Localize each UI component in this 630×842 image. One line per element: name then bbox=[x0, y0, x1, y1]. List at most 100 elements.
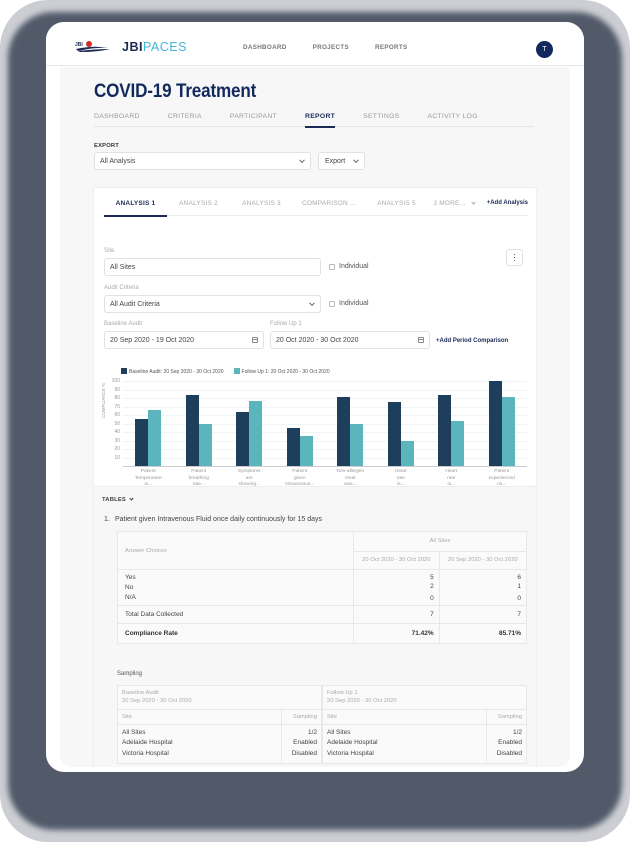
topnav-reports-link[interactable]: REPORTS bbox=[374, 44, 408, 51]
bar-followup[interactable] bbox=[148, 409, 162, 466]
followup-date-input[interactable]: 20 Oct 2020 - 30 Oct 2020 bbox=[270, 331, 430, 349]
site-individual-checkbox[interactable]: Individual bbox=[329, 263, 369, 270]
tab-participant[interactable]: PARTICIPANT bbox=[229, 113, 277, 120]
sampling-table-baseline: Baseline Audit 20 Sep 2020 - 30 Oct 2020… bbox=[117, 685, 322, 764]
tables-toggle[interactable]: TABLES bbox=[102, 496, 134, 503]
tab-activity-log[interactable]: ACTIVITY LOG bbox=[427, 113, 478, 120]
y-tick-label: 10 bbox=[114, 454, 120, 461]
add-analysis-button[interactable]: +Add Analysis bbox=[486, 200, 528, 206]
add-period-comparison-button[interactable]: +Add Period Comparison bbox=[436, 338, 509, 344]
tab-criteria[interactable]: CRITERIA bbox=[167, 113, 202, 120]
cell-value: 1 bbox=[438, 581, 527, 591]
table-row: No 2 1 bbox=[118, 581, 527, 591]
tab-analysis-3[interactable]: ANALYSIS 3 bbox=[242, 200, 281, 207]
table-row: Adelaide Hospital Enabled bbox=[323, 737, 527, 748]
bar-baseline[interactable] bbox=[286, 427, 300, 466]
bar-group bbox=[387, 381, 414, 466]
bar-baseline[interactable] bbox=[438, 395, 452, 466]
tab-more[interactable]: 3 MORE... bbox=[428, 200, 480, 216]
sampling-label: Sampling bbox=[117, 671, 143, 677]
more-options-button[interactable] bbox=[506, 249, 523, 266]
bar-group bbox=[185, 381, 212, 466]
jbi-logo-icon[interactable]: JBI bbox=[74, 39, 114, 53]
topnav-dashboard-link[interactable]: DASHBOARD bbox=[243, 44, 287, 51]
bar-baseline[interactable] bbox=[337, 397, 351, 466]
bar-baseline[interactable] bbox=[488, 381, 502, 466]
project-tabs: DASHBOARD CRITERIA PARTICIPANT REPORT SE… bbox=[94, 113, 534, 128]
bar-followup[interactable] bbox=[299, 436, 313, 466]
cell-value: 0 bbox=[353, 591, 440, 606]
followup-label: Follow Up 1 bbox=[270, 321, 302, 327]
y-tick-label: 90 bbox=[114, 386, 120, 393]
bar-followup[interactable] bbox=[400, 441, 414, 466]
user-avatar[interactable]: T bbox=[536, 41, 553, 58]
calendar-icon[interactable] bbox=[418, 337, 424, 343]
x-tick-label: Patient experienced no... bbox=[488, 469, 515, 487]
tab-analysis-1[interactable]: ANALYSIS 1 bbox=[104, 200, 167, 217]
calendar-icon[interactable] bbox=[252, 337, 258, 343]
export-button[interactable]: Export bbox=[318, 152, 365, 170]
audit-criteria-select[interactable]: All Audit Criteria bbox=[104, 295, 321, 313]
row-label: No bbox=[125, 584, 134, 591]
tab-more-label: 3 MORE... bbox=[433, 200, 466, 207]
bar-followup[interactable] bbox=[501, 397, 515, 466]
compliance-row: Compliance Rate 71.42% 85.71% bbox=[118, 623, 527, 644]
total-row: Total Data Collected 7 7 bbox=[117, 605, 527, 624]
period-header: 20 Oct 2020 - 30 Oct 2020 bbox=[353, 551, 440, 570]
tab-settings[interactable]: SETTINGS bbox=[363, 113, 400, 120]
bar-group bbox=[135, 381, 162, 466]
kebab-dot-icon bbox=[513, 256, 516, 259]
criteria-value: All Audit Criteria bbox=[110, 300, 160, 308]
bar-group bbox=[236, 381, 263, 466]
sampling-panel-title: Follow Up 1 bbox=[327, 690, 358, 696]
row-label: Compliance Rate bbox=[125, 630, 178, 637]
brand-wordmark[interactable]: JBIPACES bbox=[122, 40, 187, 54]
export-label: EXPORT bbox=[94, 143, 120, 149]
bar-baseline[interactable] bbox=[135, 419, 149, 466]
tab-comparison[interactable]: COMPARISON ... bbox=[302, 200, 356, 207]
bar-followup[interactable] bbox=[451, 420, 465, 466]
table-header-row: 20 Oct 2020 - 30 Oct 2020 20 Sep 2020 - … bbox=[118, 551, 527, 570]
bar-baseline[interactable] bbox=[387, 402, 401, 466]
sampling-value: 1/2 bbox=[281, 724, 322, 737]
sampling-value: 1/2 bbox=[486, 724, 527, 737]
row-label: N/A bbox=[117, 591, 354, 606]
analysis-select[interactable]: All Analysis bbox=[94, 152, 311, 170]
bar-baseline[interactable] bbox=[236, 411, 250, 466]
site-input[interactable]: All Sites bbox=[104, 258, 321, 276]
bar-group bbox=[337, 381, 364, 466]
y-tick-label: 20 bbox=[114, 446, 120, 452]
tab-report[interactable]: REPORT bbox=[305, 113, 336, 128]
bar-baseline[interactable] bbox=[185, 395, 199, 466]
bar-followup[interactable] bbox=[249, 401, 263, 466]
answer-choices-header: Answer Choices bbox=[117, 531, 354, 570]
table-row: All Sites 1/2 bbox=[323, 724, 527, 737]
topnav-projects-link[interactable]: PROJECTS bbox=[312, 44, 349, 51]
legend-item-followup[interactable]: Follow Up 1: 20 Oct 2020 - 30 Oct 2020 bbox=[233, 368, 330, 375]
tab-analysis-5[interactable]: ANALYSIS 5 bbox=[377, 200, 416, 207]
gridline bbox=[123, 381, 527, 382]
chevron-down-icon bbox=[309, 300, 315, 307]
legend-item-baseline[interactable]: Baseline Audit: 20 Sep 2020 - 30 Oct 202… bbox=[121, 368, 224, 375]
top-navbar: JBI JBIPACES DASHBOARD PROJECTS REPORTS … bbox=[46, 22, 584, 66]
export-button-label: Export bbox=[325, 157, 346, 165]
chevron-down-icon bbox=[353, 157, 359, 164]
bar-followup[interactable] bbox=[198, 423, 212, 466]
criteria-individual-checkbox[interactable]: Individual bbox=[329, 300, 369, 307]
cell-value: 7 bbox=[438, 605, 527, 624]
bar-group bbox=[286, 381, 313, 466]
checkbox-box bbox=[329, 263, 335, 270]
tab-analysis-2[interactable]: ANALYSIS 2 bbox=[179, 200, 218, 207]
chevron-down-icon bbox=[129, 496, 134, 501]
chart-legend: Baseline Audit: 20 Sep 2020 - 30 Oct 202… bbox=[121, 368, 330, 375]
tab-dashboard[interactable]: DASHBOARD bbox=[94, 113, 140, 120]
row-label: Yes bbox=[125, 574, 136, 581]
sampling-value: Enabled bbox=[281, 737, 322, 748]
y-tick-label: 50 bbox=[114, 420, 120, 427]
sampling-table-followup: Follow Up 1 20 Sep 2020 - 30 Oct 2020 Si… bbox=[322, 685, 527, 764]
bar-followup[interactable] bbox=[350, 423, 364, 466]
device-frame: JBI JBIPACES DASHBOARD PROJECTS REPORTS … bbox=[46, 22, 584, 772]
baseline-date-input[interactable]: 20 Sep 2020 - 19 Oct 2020 bbox=[104, 331, 264, 349]
sampling-header: Sampling bbox=[486, 709, 527, 725]
